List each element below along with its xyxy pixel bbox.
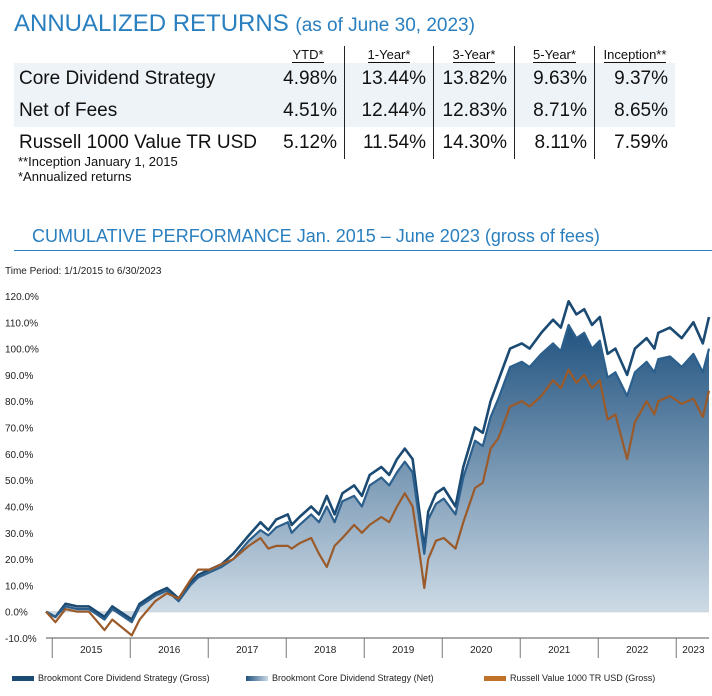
footnote: **Inception January 1, 2015: [18, 154, 178, 169]
table-row: Russell 1000 Value TR USD 5.12% 11.54% 1…: [14, 127, 675, 159]
table-header-row: YTD* 1-Year* 3-Year* 5-Year* Inception**: [14, 46, 675, 63]
y-tick-label: 40.0%: [5, 502, 33, 513]
cumulative-title: CUMULATIVE PERFORMANCE Jan. 2015 – June …: [32, 226, 600, 246]
x-tick-label: 2020: [470, 645, 493, 656]
x-tick-label: 2019: [392, 645, 415, 656]
y-tick-label: 80.0%: [5, 397, 33, 408]
table-cell: 13.82%: [433, 63, 515, 95]
y-tick-label: 100.0%: [5, 345, 39, 356]
time-period-label: Time Period: 1/1/2015 to 6/30/2023: [5, 266, 162, 277]
column-label: YTD*: [292, 47, 324, 63]
x-tick-label: 2017: [236, 645, 259, 656]
net-series-area: [46, 324, 709, 623]
table-cell: 13.44%: [344, 63, 434, 95]
y-tick-label: 90.0%: [5, 371, 33, 382]
table-cell: 8.11%: [514, 127, 595, 159]
x-tick-label: 2022: [626, 645, 649, 656]
page-title: ANNUALIZED RETURNS (as of June 30, 2023): [14, 10, 475, 38]
x-tick-label: 2021: [548, 645, 571, 656]
y-tick-label: 70.0%: [5, 424, 33, 435]
table-cell: 7.59%: [594, 127, 675, 159]
table-header: 3-Year*: [433, 46, 515, 63]
row-label: Russell 1000 Value TR USD: [19, 132, 257, 153]
table-cell: 12.83%: [433, 95, 515, 127]
column-label: Inception**: [603, 47, 667, 63]
legend-item: Russell Value 1000 TR USD (Gross): [484, 673, 655, 683]
legend-item: Brookmont Core Dividend Strategy (Gross): [12, 673, 210, 683]
table-header: 5-Year*: [514, 46, 595, 63]
table-cell: 14.30%: [433, 127, 515, 159]
y-tick-label: 120.0%: [5, 292, 39, 303]
table-row: Net of Fees 4.51% 12.44% 12.83% 8.71% 8.…: [14, 95, 675, 127]
table-cell: 5.12%: [283, 132, 337, 153]
row-label: Net of Fees: [14, 95, 272, 127]
y-tick-label: -10.0%: [5, 634, 37, 645]
table-cell: 8.65%: [594, 95, 675, 127]
table-cell: 12.44%: [344, 95, 434, 127]
x-tick-label: 2018: [314, 645, 337, 656]
table-row: Core Dividend Strategy 4.98% 13.44% 13.8…: [14, 63, 675, 95]
y-tick-label: 10.0%: [5, 581, 33, 592]
x-tick-label: 2023: [682, 645, 705, 656]
title-subtitle: (as of June 30, 2023): [295, 15, 475, 36]
title-main: ANNUALIZED RETURNS: [14, 10, 289, 37]
table-cell: 11.54%: [344, 127, 434, 159]
legend-item: Brookmont Core Dividend Strategy (Net): [246, 673, 434, 683]
returns-table: YTD* 1-Year* 3-Year* 5-Year* Inception**…: [14, 46, 675, 159]
table-cell: 9.37%: [594, 63, 675, 95]
legend-label: Brookmont Core Dividend Strategy (Gross): [38, 673, 210, 683]
column-label: 1-Year*: [367, 47, 411, 63]
table-cell: 9.63%: [514, 63, 595, 95]
footnotes: **Inception January 1, 2015 *Annualized …: [18, 154, 178, 184]
y-tick-label: 60.0%: [5, 450, 33, 461]
legend-swatch: [484, 676, 506, 682]
legend-label: Russell Value 1000 TR USD (Gross): [510, 673, 656, 683]
row-label: Core Dividend Strategy: [14, 63, 272, 95]
table-header: Inception**: [594, 46, 675, 63]
table-header: 1-Year*: [344, 46, 434, 63]
table-cell: 8.71%: [514, 95, 595, 127]
russell-series-line: [45, 368, 711, 637]
y-tick-label: 110.0%: [5, 318, 38, 329]
footnote: *Annualized returns: [18, 169, 132, 184]
y-tick-label: 30.0%: [5, 529, 33, 540]
title-divider: [14, 250, 712, 251]
table-cell: 4.51%: [272, 95, 345, 127]
table-cell: 4.98%: [272, 63, 345, 95]
net-series-line: [45, 323, 711, 624]
legend-swatch: [12, 676, 34, 682]
column-label: 5-Year*: [533, 47, 576, 63]
y-tick-label: 20.0%: [5, 555, 33, 566]
table-header: YTD*: [272, 46, 345, 63]
x-tick-label: 2016: [158, 645, 181, 656]
y-tick-label: 0.0%: [5, 608, 28, 619]
legend-label: Brookmont Core Dividend Strategy (Net): [272, 673, 434, 683]
legend-swatch: [246, 676, 268, 682]
column-label: 3-Year*: [452, 47, 496, 63]
x-tick-label: 2015: [80, 645, 103, 656]
y-tick-label: 50.0%: [5, 476, 33, 487]
